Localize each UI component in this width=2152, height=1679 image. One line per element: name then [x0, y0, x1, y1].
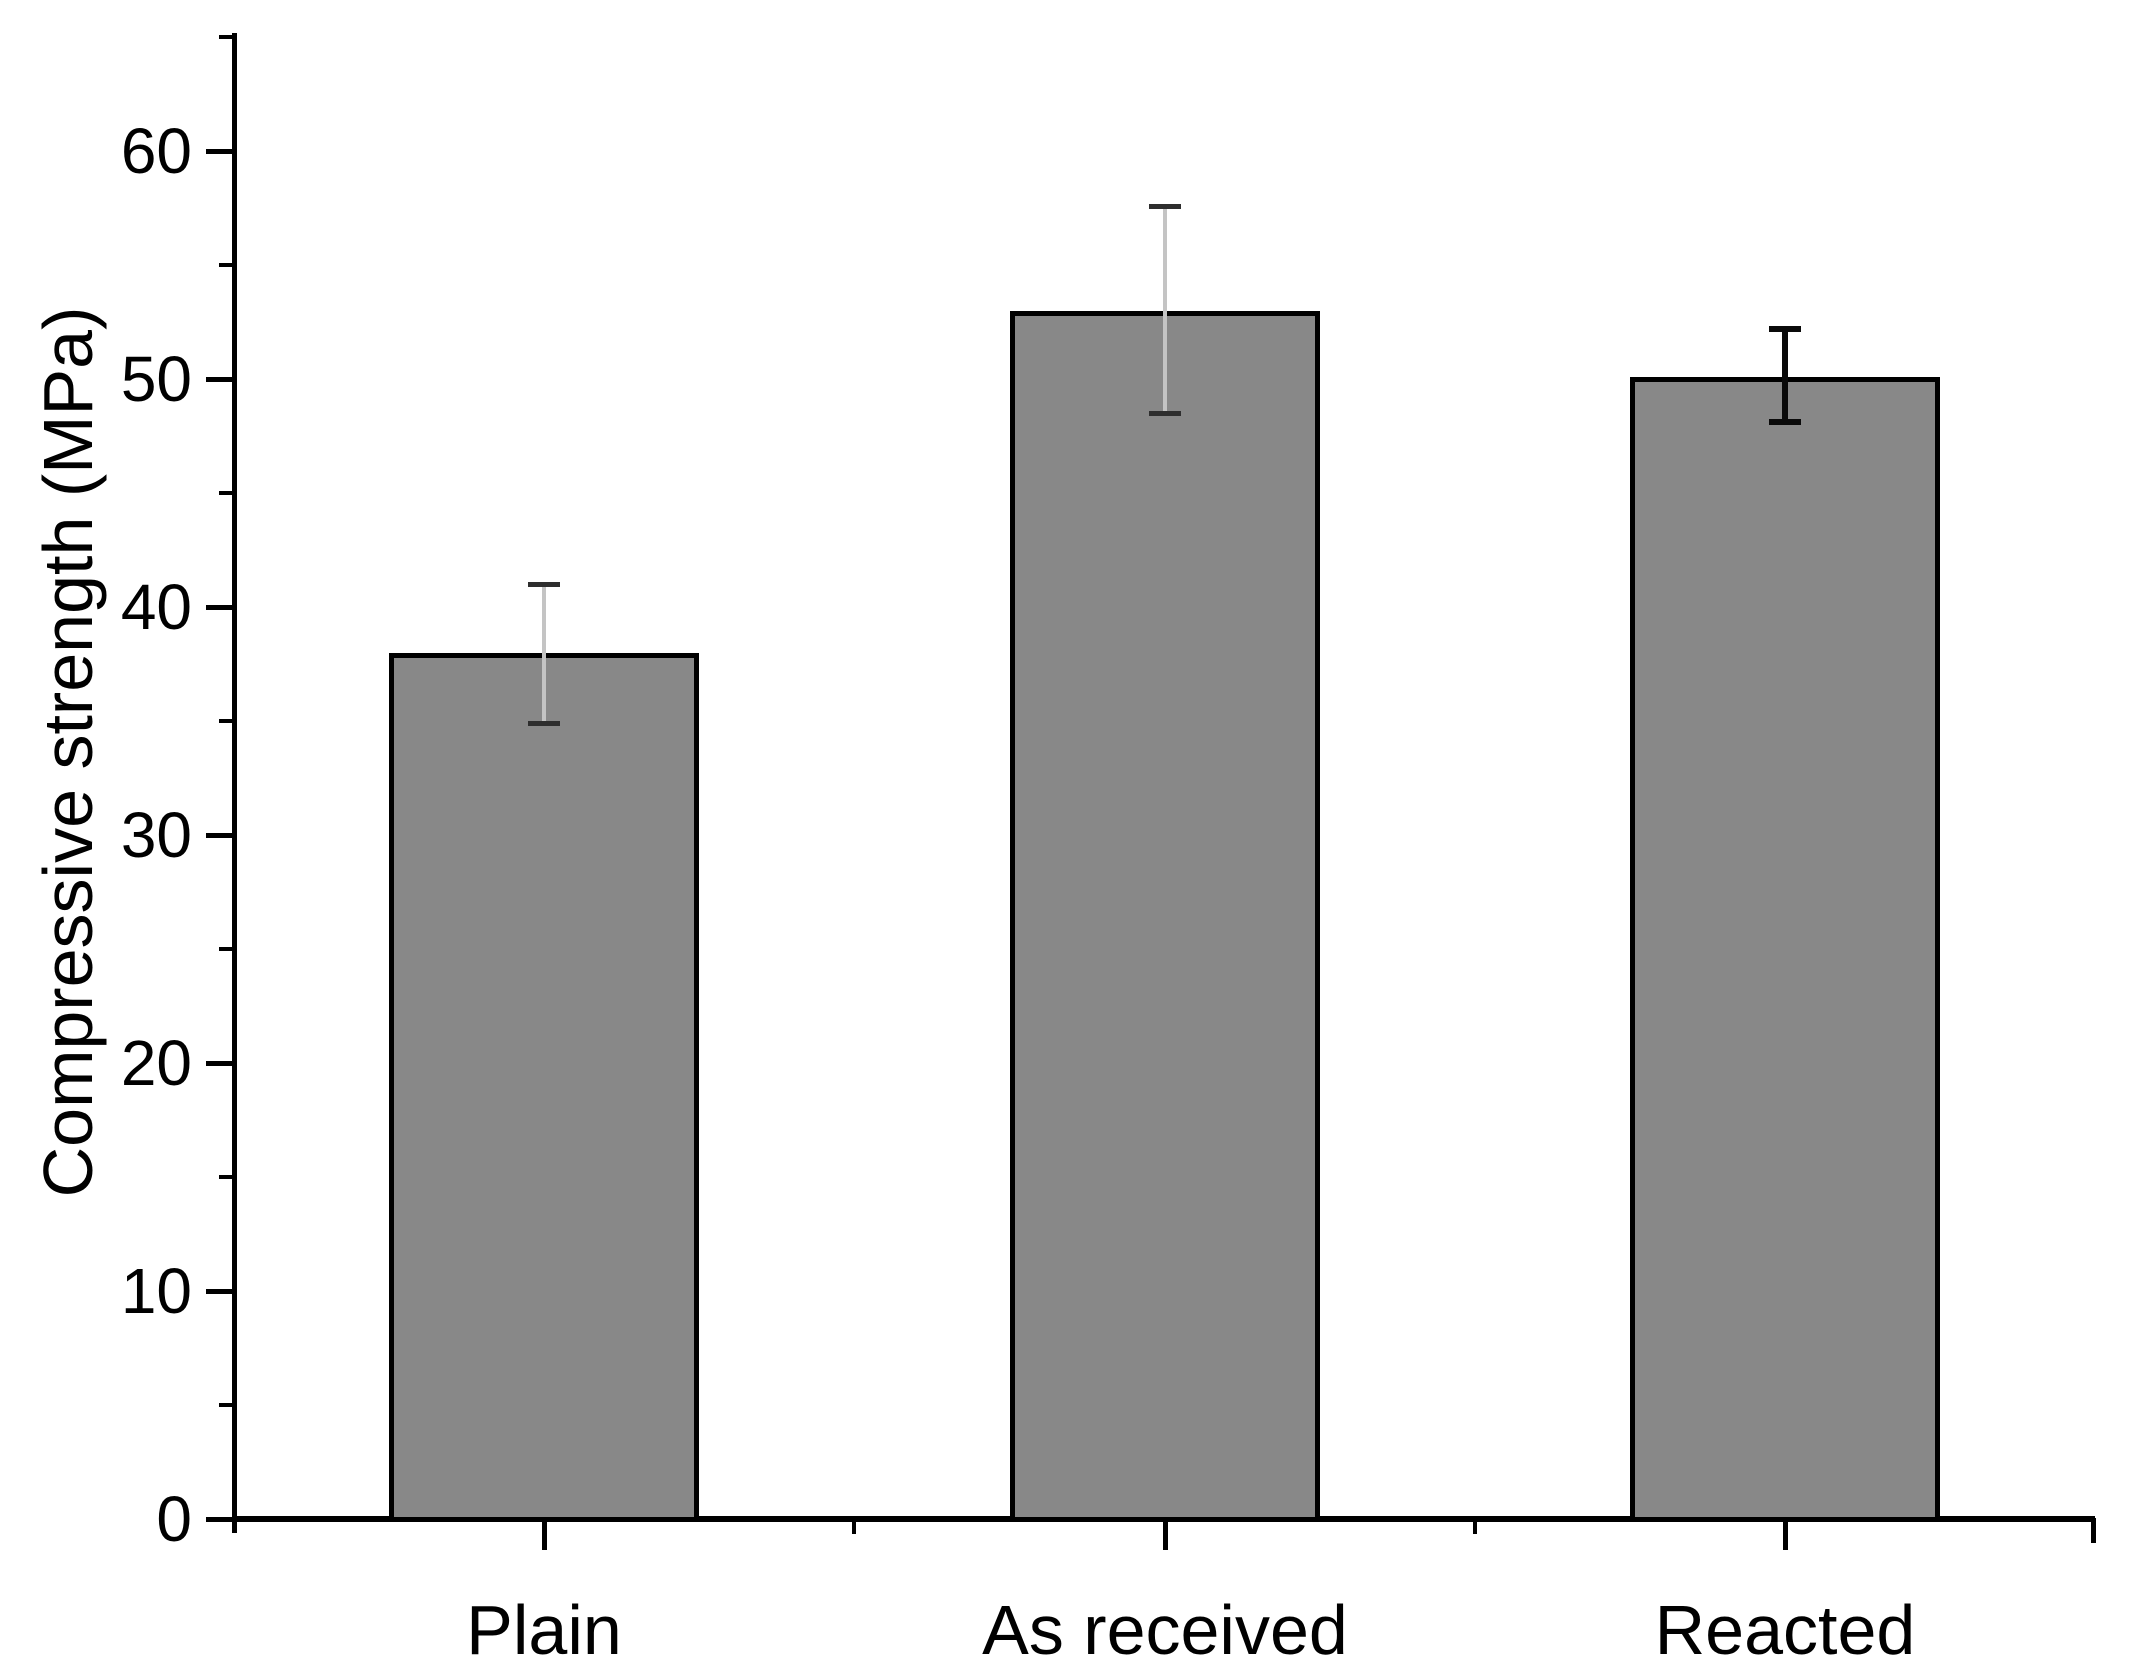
y-major-tick	[206, 377, 234, 382]
y-minor-tick	[219, 1175, 234, 1179]
bar	[389, 653, 699, 1522]
error-bar-cap-top	[1769, 326, 1801, 332]
y-tick-label: 50	[120, 343, 192, 415]
y-tick-label: 60	[120, 115, 192, 187]
y-tick-label: 0	[156, 1483, 192, 1555]
y-tick-label: 30	[120, 799, 192, 871]
bar	[1630, 377, 1940, 1522]
x-axis-end-tick	[2091, 1518, 2096, 1543]
y-axis-line	[232, 33, 237, 1533]
bar	[1010, 311, 1320, 1522]
x-minor-tick	[1473, 1518, 1477, 1534]
y-minor-tick	[219, 491, 234, 495]
x-category-label: Reacted	[1654, 1591, 1916, 1669]
error-bar-stem	[1782, 329, 1788, 422]
error-bar-cap-bottom	[528, 721, 560, 726]
error-bar-stem	[1163, 206, 1167, 413]
error-bar-cap-top	[1149, 204, 1181, 209]
x-category-tick	[542, 1518, 547, 1550]
x-category-tick	[1163, 1518, 1168, 1550]
x-minor-tick	[852, 1518, 856, 1534]
y-major-tick	[206, 833, 234, 838]
y-tick-label: 10	[120, 1255, 192, 1327]
y-major-tick	[206, 149, 234, 154]
y-minor-tick	[219, 719, 234, 723]
y-minor-tick	[219, 263, 234, 267]
y-major-tick	[206, 1289, 234, 1294]
x-category-label: As received	[982, 1591, 1348, 1669]
x-category-label: Plain	[466, 1591, 622, 1669]
y-major-tick	[206, 1061, 234, 1066]
error-bar-cap-top	[528, 582, 560, 587]
x-category-tick	[1783, 1518, 1788, 1550]
y-tick-label: 20	[120, 1027, 192, 1099]
y-major-tick	[206, 1517, 234, 1522]
error-bar-cap-bottom	[1769, 419, 1801, 425]
y-minor-tick	[219, 35, 234, 39]
y-major-tick	[206, 605, 234, 610]
y-minor-tick	[219, 947, 234, 951]
error-bar-stem	[542, 584, 546, 723]
y-minor-tick	[219, 1403, 234, 1407]
error-bar-cap-bottom	[1149, 411, 1181, 416]
y-tick-label: 40	[120, 571, 192, 643]
